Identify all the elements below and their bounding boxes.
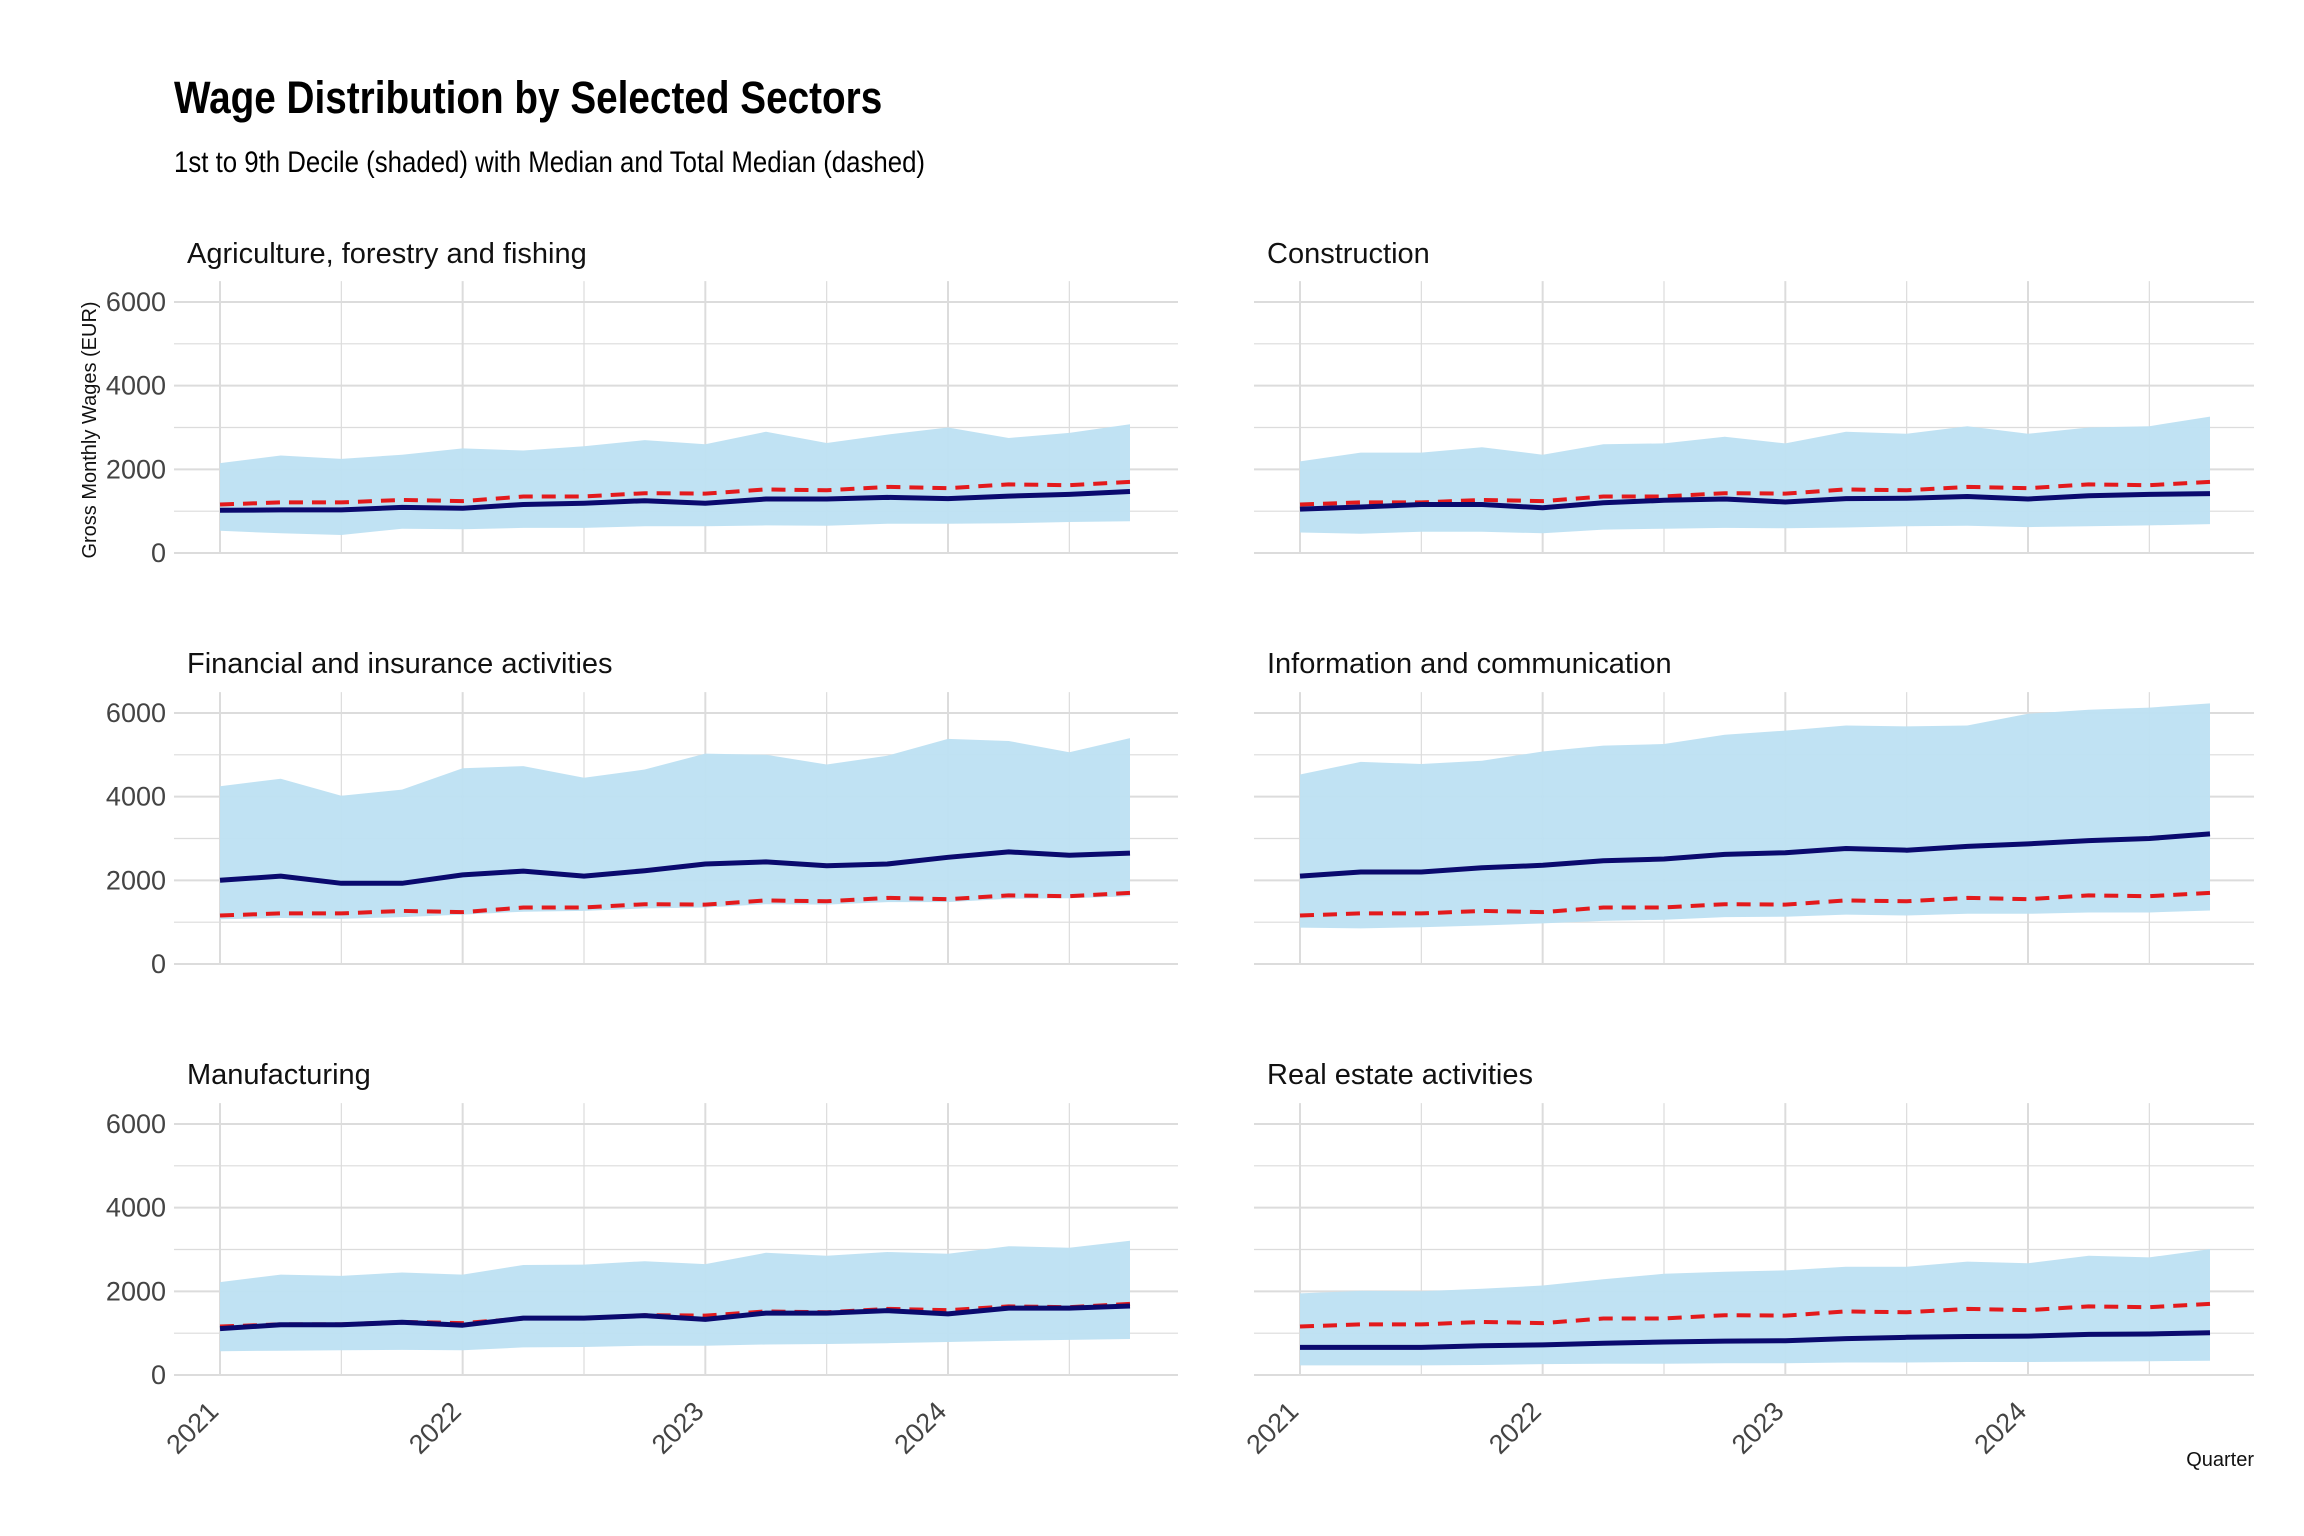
y-tick-label: 2000: [106, 1276, 166, 1306]
total-median-line: [219, 890, 1131, 918]
decile-band: [1300, 416, 2210, 534]
y-tick-label: 6000: [106, 287, 166, 317]
x-tick-label: 2023: [1726, 1396, 1790, 1460]
facet-panel: Real estate activities 2021 2022 2023 2024: [1241, 1059, 2254, 1460]
y-tick-label: 2000: [106, 865, 166, 895]
decile-band: [220, 424, 1130, 535]
facet-panel: Information and communication: [1254, 648, 2254, 965]
x-tick-label: 2024: [1969, 1396, 2033, 1460]
y-tick-label: 6000: [106, 1109, 166, 1139]
panel-title: Construction: [1267, 238, 1430, 270]
panel-title: Financial and insurance activities: [187, 648, 613, 680]
y-tick-label: 2000: [106, 454, 166, 484]
median-line: [219, 489, 1131, 513]
x-axis-label: Quarter: [2186, 1449, 2254, 1471]
total-median-line: [1299, 1301, 2211, 1329]
facet-panel: Financial and insurance activities 0 2000 4…: [106, 648, 1178, 979]
median-line: [219, 1303, 1131, 1332]
chart-subtitle: 1st to 9th Decile (shaded) with Median a…: [174, 146, 926, 179]
facet-panel: Construction: [1254, 238, 2254, 554]
y-tick-label: 4000: [106, 782, 166, 812]
decile-band: [220, 738, 1130, 920]
chart-panels: Agriculture, forestry and fishing 0 2000 40…: [106, 238, 2254, 1460]
total-median-line: [1299, 890, 2211, 918]
y-tick-label: 0: [151, 949, 166, 979]
x-tick-label: 2023: [646, 1396, 710, 1460]
panel-title: Manufacturing: [187, 1059, 371, 1091]
x-tick-label: 2024: [889, 1396, 953, 1460]
median-line: [1300, 1330, 2211, 1350]
x-tick-label: 2022: [403, 1396, 467, 1460]
panel-title: Agriculture, forestry and fishing: [187, 238, 587, 270]
y-tick-label: 0: [151, 538, 166, 568]
x-tick-label: 2021: [1241, 1396, 1305, 1460]
y-tick-label: 0: [151, 1360, 166, 1390]
facet-panel: Agriculture, forestry and fishing 0 2000 40…: [106, 238, 1178, 568]
y-tick-label: 4000: [106, 1193, 166, 1223]
panel-title: Real estate activities: [1267, 1059, 1533, 1091]
decile-band: [220, 1240, 1130, 1352]
median-line: [1299, 491, 2211, 512]
median-line: [219, 849, 1131, 886]
panel-title: Information and communication: [1267, 648, 1672, 680]
y-tick-label: 4000: [106, 371, 166, 401]
total-median-line: [1299, 479, 2211, 507]
total-median-line: [219, 479, 1131, 507]
decile-band: [1300, 703, 2210, 929]
x-tick-label: 2021: [161, 1396, 225, 1460]
y-tick-label: 6000: [106, 698, 166, 728]
y-axis-label: Gross Monthly Wages (EUR): [79, 301, 101, 558]
chart-title: Wage Distribution by Selected Sectors: [174, 72, 883, 123]
x-tick-label: 2022: [1483, 1396, 1547, 1460]
facet-panel: Manufacturing 0 2000 4000 6000 2021 2022 2023 20…: [106, 1059, 1178, 1460]
median-line: [1299, 831, 2211, 879]
